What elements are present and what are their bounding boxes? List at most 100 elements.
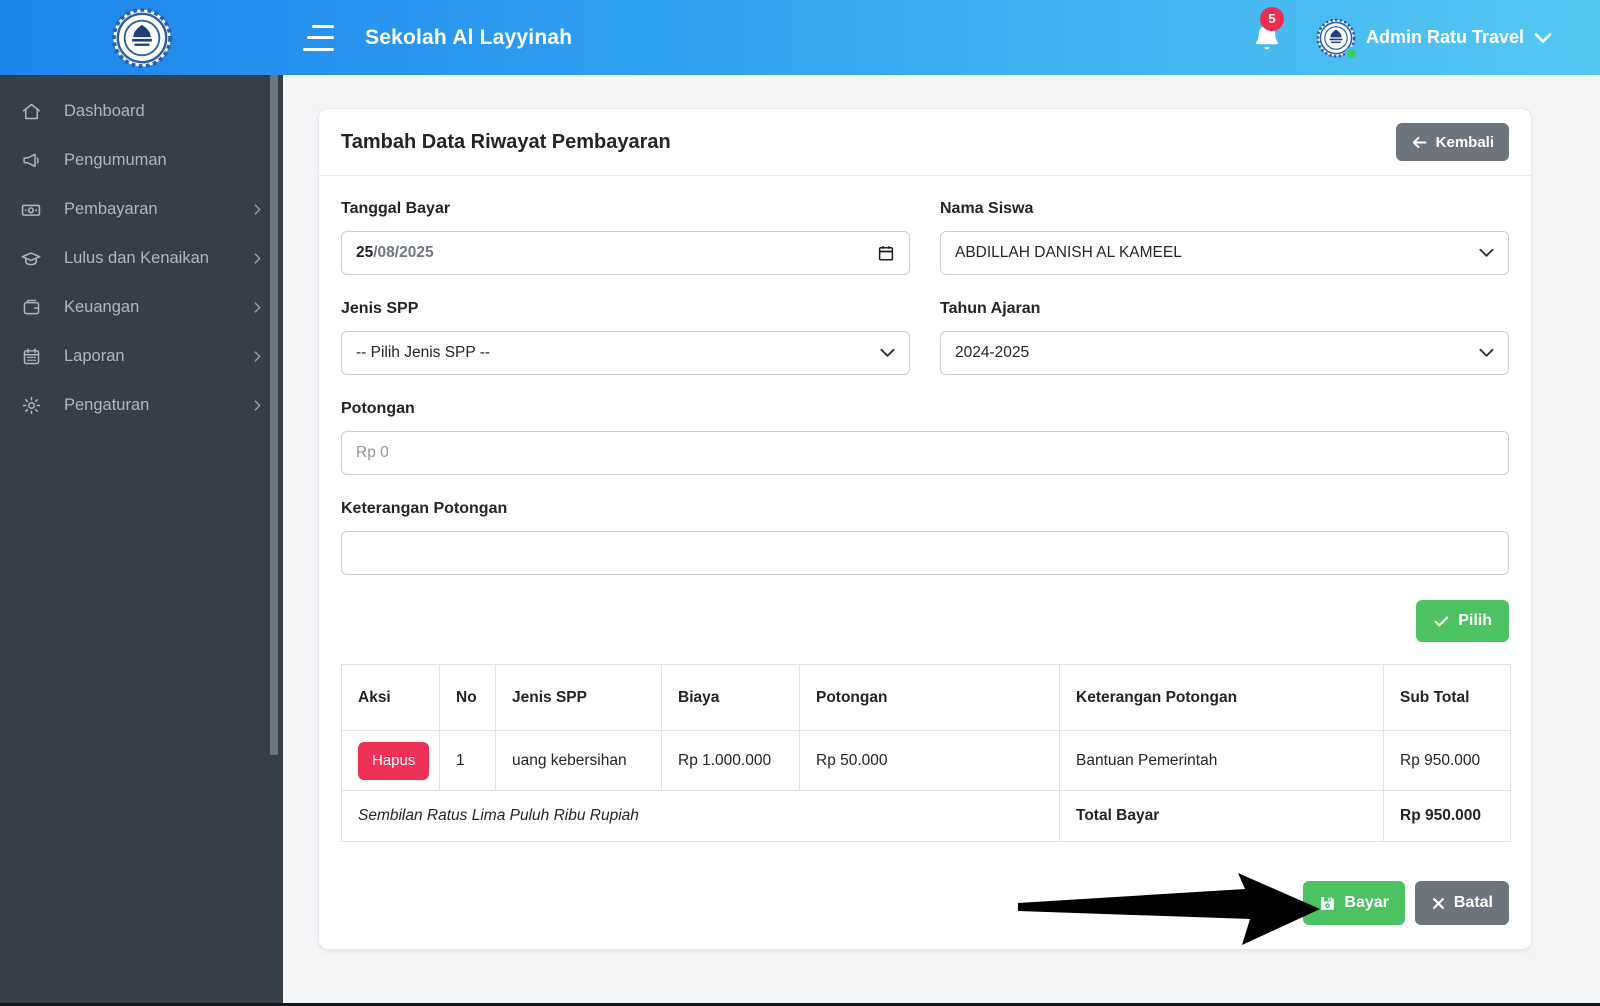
top-navbar: Sekolah Al Layyinah 5 Admin Ratu Travel (0, 0, 1600, 75)
cell-potongan: Rp 50.000 (799, 730, 1060, 791)
sidebar-scrollbar-thumb[interactable] (270, 75, 278, 755)
potongan-input[interactable] (341, 431, 1509, 475)
sidebar-item-label: Pengumuman (64, 151, 167, 169)
chevron-right-icon (251, 252, 265, 266)
sidebar-item-dashboard[interactable]: Dashboard (0, 87, 283, 136)
table-row: Hapus 1 uang kebersihan Rp 1.000.000 Rp … (341, 730, 1511, 791)
date-month-year-segment[interactable]: /08/2025 (373, 244, 434, 261)
x-icon (1432, 897, 1444, 909)
calendar-icon (20, 346, 42, 368)
sidebar-item-pengaturan[interactable]: Pengaturan (0, 381, 283, 430)
field-tahun-ajaran: Tahun Ajaran 2024-2025 (940, 300, 1509, 375)
chevron-down-icon (1479, 348, 1494, 358)
payment-items-table: Aksi No Jenis SPP Biaya Potongan Keteran… (341, 664, 1511, 842)
table-header-row: Aksi No Jenis SPP Biaya Potongan Keteran… (341, 664, 1511, 731)
nama-siswa-label: Nama Siswa (940, 200, 1034, 217)
tahun-ajaran-label: Tahun Ajaran (940, 300, 1041, 317)
chevron-down-icon[interactable] (1534, 32, 1552, 44)
keterangan-potongan-input[interactable] (341, 531, 1509, 575)
col-header-biaya: Biaya (661, 664, 800, 731)
chevron-right-icon (251, 203, 265, 217)
wallet-icon (20, 297, 42, 319)
school-logo-icon (111, 7, 173, 69)
nama-siswa-select[interactable]: ABDILLAH DANISH AL KAMEEL (940, 231, 1509, 275)
col-header-potongan: Potongan (799, 664, 1060, 731)
topbar-right: 5 Admin Ratu Travel (1252, 6, 1600, 60)
field-nama-siswa: Nama Siswa ABDILLAH DANISH AL KAMEEL (940, 200, 1509, 275)
col-header-jenis-spp: Jenis SPP (495, 664, 662, 731)
sidebar-item-pengumuman[interactable]: Pengumuman (0, 136, 283, 185)
check-icon (1434, 615, 1449, 627)
notification-badge: 5 (1259, 6, 1284, 31)
jenis-spp-label: Jenis SPP (341, 300, 419, 317)
cell-biaya: Rp 1.000.000 (661, 730, 800, 791)
kembali-button[interactable]: Kembali (1395, 123, 1509, 161)
col-header-aksi: Aksi (341, 664, 440, 731)
hapus-button[interactable]: Hapus (358, 741, 430, 780)
tahun-ajaran-select[interactable]: 2024-2025 (940, 331, 1509, 375)
sidebar-item-laporan[interactable]: Laporan (0, 332, 283, 381)
payment-form-card: Tambah Data Riwayat Pembayaran Kembali T… (318, 108, 1532, 950)
col-header-keterangan-potongan: Keterangan Potongan (1059, 664, 1384, 731)
save-icon (1321, 896, 1335, 910)
sidebar-item-label: Laporan (64, 347, 125, 365)
bayar-button[interactable]: Bayar (1303, 881, 1405, 925)
cell-jenis-spp: uang kebersihan (495, 730, 662, 791)
gear-icon (20, 395, 42, 417)
page-title: Tambah Data Riwayat Pembayaran (341, 130, 671, 153)
home-icon (20, 101, 42, 123)
pilih-button[interactable]: Pilih (1416, 600, 1509, 642)
sidebar-item-label: Pengaturan (64, 396, 150, 414)
col-header-sub-total: Sub Total (1383, 664, 1511, 731)
batal-label: Batal (1453, 894, 1493, 911)
notifications-button[interactable]: 5 (1252, 6, 1284, 55)
hapus-label: Hapus (372, 752, 416, 769)
batal-button[interactable]: Batal (1414, 881, 1509, 925)
potongan-label: Potongan (341, 400, 415, 417)
sidebar-item-label: Lulus dan Kenaikan (64, 249, 209, 267)
card-body: Tanggal Bayar 25 /08/2025 Nama Siswa A (319, 176, 1531, 947)
chevron-down-icon (880, 348, 895, 358)
jenis-spp-select[interactable]: -- Pilih Jenis SPP -- (341, 331, 910, 375)
hamburger-menu-icon[interactable] (303, 24, 337, 51)
sidebar-item-pembayaran[interactable]: Pembayaran (0, 185, 283, 234)
amount-in-words: Sembilan Ratus Lima Puluh Ribu Rupiah (341, 790, 1060, 842)
user-menu-name[interactable]: Admin Ratu Travel (1365, 27, 1524, 47)
brand-zone (0, 7, 283, 69)
sidebar-item-label: Keuangan (64, 298, 140, 316)
date-day-segment[interactable]: 25 (356, 244, 374, 261)
arrow-left-icon (1412, 136, 1427, 148)
chevron-right-icon (251, 350, 265, 364)
cell-subtotal: Rp 950.000 (1383, 730, 1511, 791)
graduation-cap-icon (20, 248, 42, 270)
total-bayar-value: Rp 950.000 (1383, 790, 1511, 842)
nama-siswa-value: ABDILLAH DANISH AL KAMEEL (955, 244, 1182, 261)
sidebar-item-label: Dashboard (64, 102, 145, 120)
sidebar-item-lulus-dan-kenaikan[interactable]: Lulus dan Kenaikan (0, 234, 283, 283)
col-header-no: No (439, 664, 496, 731)
calendar-picker-icon[interactable] (877, 244, 895, 262)
field-tanggal-bayar: Tanggal Bayar 25 /08/2025 (341, 200, 910, 275)
kembali-label: Kembali (1435, 133, 1494, 151)
pilih-label: Pilih (1458, 612, 1492, 629)
chevron-right-icon (251, 301, 265, 315)
jenis-spp-value: -- Pilih Jenis SPP -- (356, 344, 491, 361)
chevron-down-icon (1479, 248, 1494, 258)
sidebar-item-label: Pembayaran (64, 200, 158, 218)
field-potongan: Potongan (341, 400, 1509, 475)
tanggal-bayar-input[interactable]: 25 /08/2025 (341, 231, 910, 275)
megaphone-icon (20, 150, 42, 172)
card-header: Tambah Data Riwayat Pembayaran Kembali (319, 109, 1531, 176)
user-avatar[interactable] (1316, 17, 1358, 60)
cell-keterangan: Bantuan Pemerintah (1059, 730, 1384, 791)
app-title: Sekolah Al Layyinah (365, 25, 573, 49)
total-bayar-label: Total Bayar (1059, 790, 1384, 842)
field-keterangan-potongan: Keterangan Potongan (341, 500, 1509, 575)
keterangan-potongan-label: Keterangan Potongan (341, 500, 508, 517)
chevron-right-icon (251, 399, 265, 413)
sidebar: Dashboard Pengumuman Pembayaran (0, 75, 283, 1006)
sidebar-item-keuangan[interactable]: Keuangan (0, 283, 283, 332)
table-footer-row: Sembilan Ratus Lima Puluh Ribu Rupiah To… (341, 790, 1511, 842)
banknote-icon (20, 199, 42, 221)
